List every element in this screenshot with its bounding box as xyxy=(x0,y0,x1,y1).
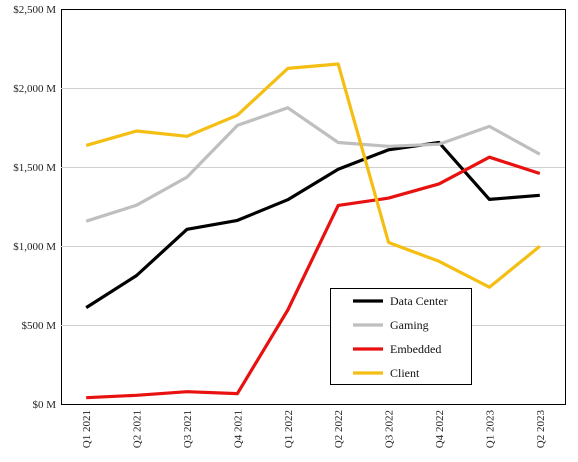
x-tick-label: Q1 2023 xyxy=(484,410,496,449)
legend-label-embedded: Embedded xyxy=(390,342,441,356)
series-line-client xyxy=(85,62,541,289)
x-tick-label: Q3 2022 xyxy=(384,410,396,448)
series-lines xyxy=(85,62,541,400)
gridlines xyxy=(61,88,565,326)
series-line-embedded xyxy=(86,155,541,400)
y-tick-label: $1,500 M xyxy=(13,162,56,174)
legend-label-gaming: Gaming xyxy=(390,318,429,332)
y-tick-label: $1,000 M xyxy=(13,241,56,253)
legend-label-client: Client xyxy=(390,366,420,380)
y-tick-label: $2,500 M xyxy=(13,4,56,16)
legend-label-data-center: Data Center xyxy=(390,294,448,308)
x-tick-label: Q4 2021 xyxy=(232,410,244,448)
x-tick-label: Q2 2022 xyxy=(333,410,345,448)
x-tick-label: Q1 2022 xyxy=(283,410,295,448)
x-axis-tick-labels: Q1 2021 Q2 2021 Q3 2021 Q4 2021 Q1 2022 Q2 20… xyxy=(81,410,547,449)
x-tick-label: Q3 2021 xyxy=(182,410,194,448)
y-tick-label: $500 M xyxy=(21,320,56,332)
legend: Data Center Gaming Embedded Client xyxy=(330,288,472,385)
plot-area xyxy=(61,9,566,405)
x-tick-label: Q4 2022 xyxy=(434,410,446,448)
y-tick-label: $0 M xyxy=(32,399,56,411)
x-tick-label: Q1 2021 xyxy=(81,410,93,448)
legend-box xyxy=(330,288,472,385)
series-line-gaming xyxy=(85,106,541,223)
x-tick-label: Q2 2021 xyxy=(132,410,144,448)
y-tick-label: $2,000 M xyxy=(13,83,56,95)
x-tick-label: Q2 2023 xyxy=(535,410,547,449)
y-axis-tick-labels: $0 M $500 M $1,000 M $1,500 M $2,000 M $2,500… xyxy=(13,4,56,411)
